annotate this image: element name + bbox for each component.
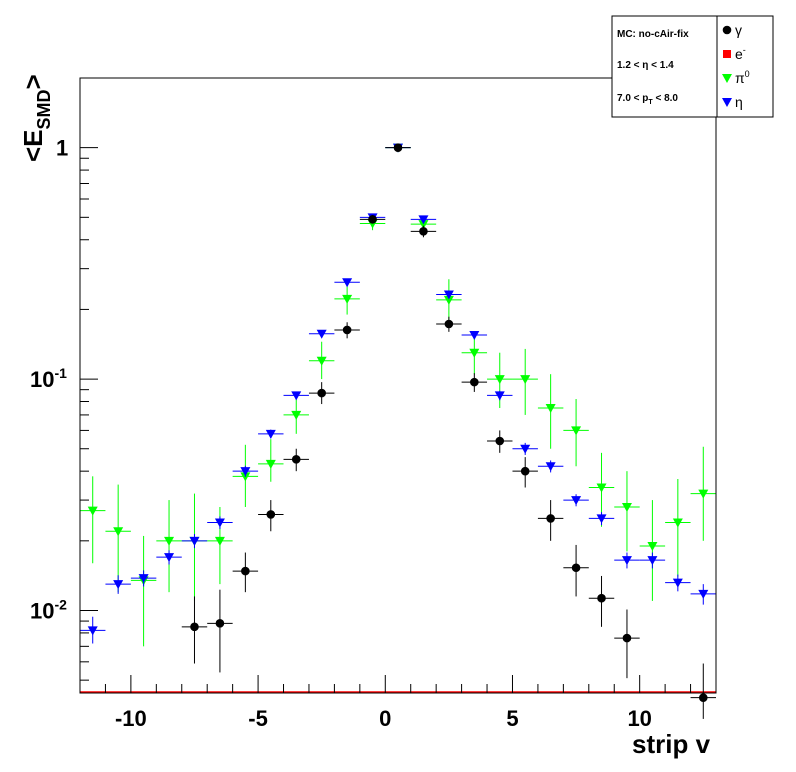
legend-entry-1: e- — [723, 45, 746, 62]
data-layer — [80, 143, 716, 719]
y-tick-label: 1 — [56, 136, 68, 161]
data-point — [80, 476, 106, 564]
data-point — [334, 322, 360, 339]
legend-entries: γ e-π0 η — [722, 22, 750, 110]
info-line-2: 1.2 < η < 1.4 — [617, 60, 674, 71]
svg-text:7.0 < pT < 8.0: 7.0 < pT < 8.0 — [617, 93, 678, 106]
y-tick-label: 10-1 — [30, 365, 67, 392]
y-axis-title-main: <E — [18, 129, 48, 162]
svg-text:e-: e- — [735, 45, 746, 62]
info-box-frame — [611, 15, 718, 118]
svg-text:<ESMD>: <ESMD> — [18, 74, 54, 162]
svg-text:π0: π0 — [735, 69, 750, 86]
data-point — [614, 609, 640, 679]
data-point — [308, 382, 335, 405]
data-point — [181, 596, 208, 664]
data-point — [614, 471, 640, 552]
data-point — [385, 143, 411, 152]
data-point — [283, 395, 309, 434]
svg-text:η: η — [735, 94, 743, 110]
svg-text:γ: γ — [735, 22, 742, 38]
legend-entry-0: γ — [722, 22, 742, 38]
data-point — [232, 552, 259, 593]
data-point — [588, 512, 615, 526]
data-point — [334, 284, 360, 315]
data-point — [308, 329, 335, 339]
info-line-3-sub: T — [648, 99, 653, 106]
data-point — [410, 215, 437, 225]
data-point — [105, 575, 131, 594]
info-line-3-tail: < 8.0 — [653, 93, 679, 104]
data-point — [588, 575, 615, 627]
y-axis-title-end: > — [18, 74, 48, 89]
data-point — [334, 278, 360, 288]
data-point — [563, 399, 589, 467]
data-point — [639, 500, 666, 601]
legend: γ e-π0 η — [716, 15, 774, 118]
data-point — [308, 341, 335, 380]
y-tick-label: 10-2 — [30, 596, 67, 623]
x-tick-label: -5 — [248, 706, 268, 731]
data-point — [283, 448, 309, 472]
y-axis-title-sub: SMD — [34, 89, 54, 129]
data-point — [207, 589, 233, 673]
data-point — [690, 446, 716, 541]
legend-entry-3: η — [722, 94, 743, 110]
info-box: MC: no-cAir-fix 1.2 < η < 1.4 7.0 < pT <… — [611, 15, 718, 118]
data-point — [512, 442, 538, 455]
data-point — [156, 550, 182, 565]
data-point — [512, 457, 538, 488]
plot-frame — [79, 77, 717, 694]
data-point — [105, 484, 131, 593]
series-0 — [181, 143, 716, 719]
y-axis-title: <ESMD> — [18, 74, 54, 162]
data-point — [563, 544, 589, 597]
data-point — [690, 663, 716, 719]
data-point — [639, 552, 666, 569]
data-point — [436, 290, 462, 300]
data-point — [461, 373, 488, 392]
series-3 — [80, 143, 716, 644]
info-line-3-text: 7.0 < p — [617, 93, 648, 104]
data-point — [512, 348, 538, 415]
legend-entry-2: π0 — [722, 69, 750, 86]
info-line-1: MC: no-cAir-fix — [617, 29, 689, 40]
data-point — [563, 494, 589, 507]
data-point — [537, 500, 564, 541]
data-point — [690, 584, 716, 605]
data-point — [258, 429, 284, 439]
x-tick-label: 10 — [627, 706, 651, 731]
x-axis-title: strip v — [632, 729, 711, 759]
data-point — [80, 616, 106, 644]
data-point — [410, 225, 437, 238]
axis-layer: -10 -5 0 5 10 1 10-1 10-2 — [30, 77, 717, 731]
data-point — [614, 552, 640, 569]
data-point — [461, 331, 488, 341]
data-point — [232, 465, 259, 477]
data-point — [487, 430, 513, 453]
data-point — [537, 460, 564, 473]
data-point — [181, 534, 208, 549]
data-point — [258, 500, 284, 532]
data-point — [461, 335, 488, 375]
data-point — [436, 316, 462, 332]
data-point — [665, 479, 691, 577]
data-point — [665, 574, 691, 592]
data-point — [130, 570, 157, 587]
data-point — [359, 215, 386, 224]
data-point — [436, 279, 462, 323]
data-point — [207, 516, 233, 529]
data-point — [487, 390, 513, 401]
data-point — [283, 391, 309, 401]
x-tick-label: -10 — [115, 706, 147, 731]
data-point — [258, 439, 284, 482]
x-tick-label: 5 — [506, 706, 518, 731]
x-tick-label: 0 — [379, 706, 391, 731]
data-point — [156, 500, 182, 593]
data-point — [537, 374, 564, 449]
